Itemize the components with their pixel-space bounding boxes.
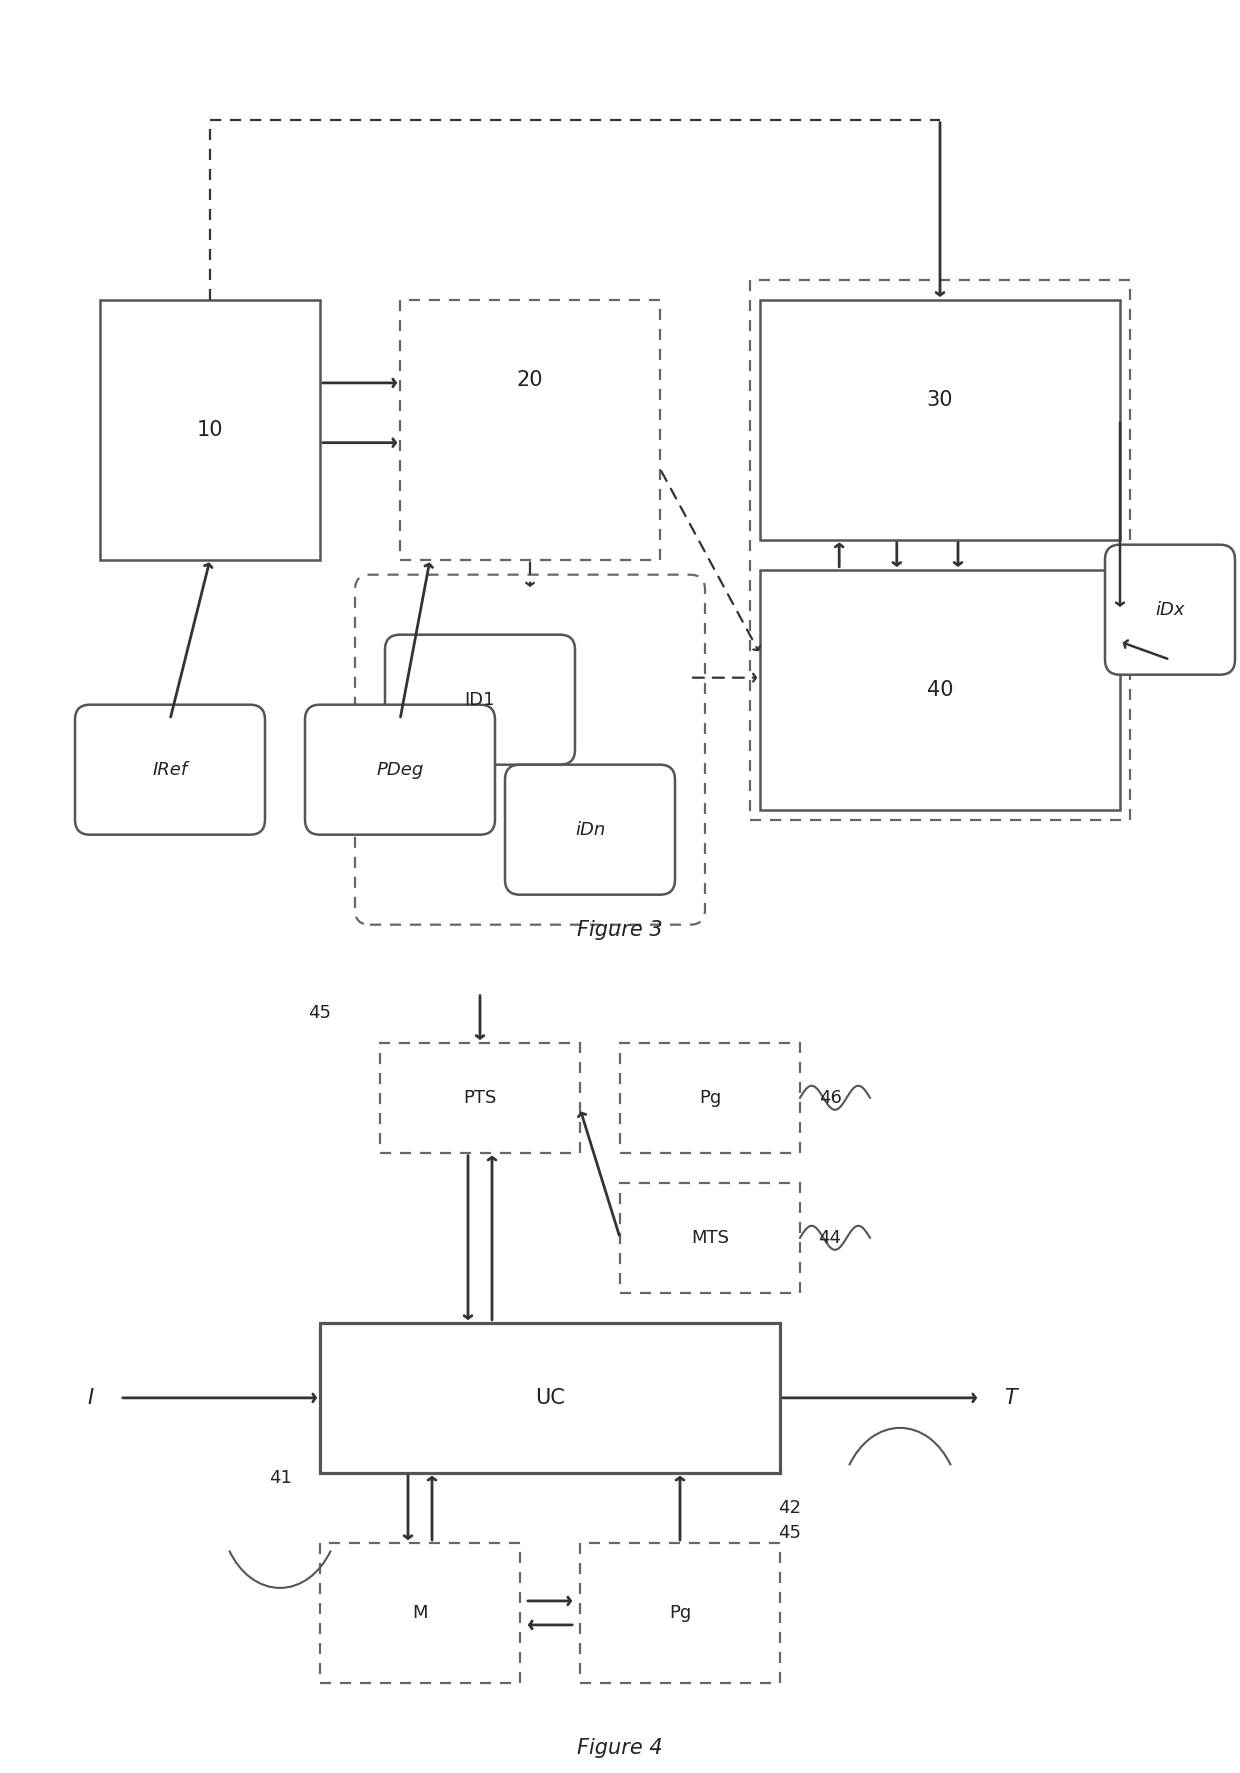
Text: 10: 10 xyxy=(197,420,223,440)
Text: MTS: MTS xyxy=(691,1229,729,1246)
Text: PTS: PTS xyxy=(464,1089,497,1106)
FancyBboxPatch shape xyxy=(355,574,706,926)
Text: M: M xyxy=(412,1605,428,1622)
Bar xyxy=(620,1183,800,1293)
Text: IRef: IRef xyxy=(153,761,187,778)
FancyBboxPatch shape xyxy=(384,635,575,764)
Text: 42: 42 xyxy=(779,1498,801,1518)
Bar xyxy=(401,300,660,560)
Text: 44: 44 xyxy=(818,1229,842,1246)
Text: iDx: iDx xyxy=(1156,601,1184,619)
FancyBboxPatch shape xyxy=(1105,544,1235,676)
Text: T: T xyxy=(1003,1388,1017,1408)
Bar xyxy=(580,1543,780,1683)
Text: 46: 46 xyxy=(818,1089,842,1106)
Text: Figure 3: Figure 3 xyxy=(577,920,663,940)
Text: iDn: iDn xyxy=(575,821,605,839)
Text: UC: UC xyxy=(536,1388,565,1408)
Bar xyxy=(320,1543,520,1683)
Bar xyxy=(750,280,1130,819)
Bar xyxy=(100,300,320,560)
Text: 45: 45 xyxy=(779,1525,801,1543)
Bar xyxy=(760,300,1120,539)
Text: PDeg: PDeg xyxy=(377,761,424,778)
Text: 20: 20 xyxy=(517,371,543,390)
Text: Pg: Pg xyxy=(699,1089,722,1106)
Bar xyxy=(379,1043,580,1152)
Text: Figure 4: Figure 4 xyxy=(577,1738,663,1759)
Bar xyxy=(620,1043,800,1152)
Bar xyxy=(760,569,1120,810)
FancyBboxPatch shape xyxy=(305,704,495,835)
Text: 40: 40 xyxy=(926,679,954,700)
Text: 41: 41 xyxy=(269,1468,291,1488)
Text: 30: 30 xyxy=(926,390,954,410)
Text: ID1: ID1 xyxy=(465,691,495,709)
Text: I: I xyxy=(87,1388,93,1408)
FancyBboxPatch shape xyxy=(505,764,675,895)
FancyBboxPatch shape xyxy=(74,704,265,835)
Text: Pg: Pg xyxy=(668,1605,691,1622)
Bar xyxy=(320,1323,780,1473)
Text: 45: 45 xyxy=(309,1004,331,1021)
